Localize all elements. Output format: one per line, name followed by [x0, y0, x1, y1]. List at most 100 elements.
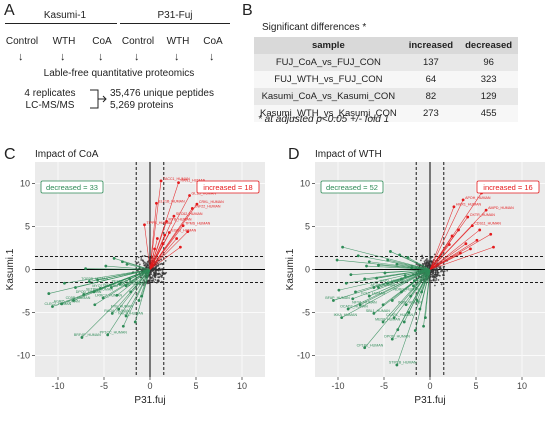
decreased-arrow: [392, 269, 431, 301]
neutral-point: [430, 279, 433, 282]
neutral-point: [161, 270, 164, 272]
decreased-point-label: SETBP_HUMAN: [86, 287, 113, 291]
decreased-point: [389, 250, 392, 253]
decreased-point-label: AFTN_HUMAN: [370, 283, 395, 287]
decreased-point-label: CKAP1_HUMAN: [386, 313, 413, 317]
decreased-arrow: [122, 261, 151, 270]
decreased-point: [415, 299, 419, 302]
neutral-point: [434, 268, 437, 271]
decreased-arrow: [123, 269, 151, 327]
decreased-point: [375, 276, 379, 280]
x-tick-label: 5: [193, 381, 198, 391]
decreased-point: [104, 264, 108, 268]
increased-point: [165, 219, 168, 223]
y-tick-label: 5: [305, 222, 310, 232]
neutral-point: [432, 279, 435, 282]
neutral-point: [426, 259, 429, 262]
increased-arrow: [149, 180, 162, 270]
decreased-point-label: RAGA_HUMAN: [104, 309, 130, 313]
neutral-point: [431, 275, 434, 278]
decreased-point-label: NFYA_HUMAN: [352, 300, 377, 304]
decreased-arrow: [134, 269, 151, 323]
decreased-point-label: PP1CC_HUMAN: [100, 330, 128, 334]
increased-point-label: GL1B_HUMAN: [192, 192, 217, 196]
decreased-point: [117, 307, 121, 311]
increased-point-label: MYB_HUMAN: [169, 217, 192, 221]
increased-point: [447, 243, 451, 246]
decreased-point: [121, 260, 124, 264]
neutral-point: [143, 254, 146, 257]
decreased-arrow: [416, 269, 431, 301]
decreased-point-label: FOXP1_HUMAN: [103, 283, 130, 287]
decreased-point: [377, 263, 380, 267]
neutral-point: [151, 276, 154, 279]
y-tick-label: 10: [20, 179, 30, 189]
neutral-point: [155, 269, 158, 272]
neutral-point: [153, 281, 156, 283]
neutral-point: [141, 259, 144, 262]
neutral-point: [429, 257, 432, 260]
decreased-point: [377, 286, 380, 289]
decreased-point: [335, 258, 339, 262]
neutral-point: [438, 267, 441, 270]
decreased-point-label: BRF4P_HUMAN: [74, 333, 101, 337]
decreased-point-label: MYO7_HUMAN: [92, 284, 118, 288]
decreased-point: [346, 307, 350, 311]
neutral-point: [157, 279, 159, 282]
neutral-point: [434, 273, 436, 276]
neutral-point: [431, 274, 434, 276]
decreased-count-box: [320, 180, 384, 194]
x-axis-label: P31.fuj: [134, 395, 165, 406]
decreased-point: [115, 293, 119, 297]
decreased-point: [124, 314, 128, 318]
decreased-point: [400, 277, 403, 281]
decreased-point: [367, 260, 371, 264]
decreased-point-label: LRRC7_HUMAN: [95, 293, 122, 297]
decreased-point-label: DPOD_HUMAN: [384, 335, 410, 339]
decreased-arrow: [387, 259, 431, 270]
sample-cell: Kasumi_CoA_vs_Kasumi_CON: [254, 88, 403, 105]
neutral-point: [423, 260, 426, 263]
neutral-point: [165, 271, 168, 274]
neutral-point: [153, 271, 156, 274]
y-tick-label: 10: [300, 179, 310, 189]
neutral-point: [155, 273, 158, 276]
neutral-point: [146, 265, 148, 268]
decreased-arrow: [425, 269, 431, 318]
increased-point: [190, 207, 194, 210]
neutral-point: [161, 276, 163, 279]
decreased-point-label: CP1B1_HUMAN: [357, 343, 384, 347]
increased-point-label: ZNF22_HUMAN: [194, 204, 221, 208]
decreased-point-label: IKKA_HUMAN: [334, 313, 358, 317]
increased-arrow: [429, 240, 478, 270]
increased-arrow: [429, 206, 455, 270]
decreased-point: [47, 292, 51, 295]
increased-point: [458, 251, 462, 255]
increased-point: [188, 194, 191, 197]
increased-point: [161, 242, 165, 246]
decreased-point-label: CD5B_HUMAN: [66, 296, 91, 300]
increased-point-label: SEC62_HUMAN: [176, 212, 203, 216]
increased-point: [450, 234, 454, 238]
decreased-point-label: MED8_HUMAN: [375, 317, 401, 321]
increased-count-box: [476, 180, 540, 194]
increased-cell: 137: [402, 54, 460, 71]
neutral-point: [150, 271, 152, 274]
decreased-point: [392, 316, 396, 320]
x-tick-label: 5: [473, 381, 478, 391]
neutral-point: [147, 279, 150, 282]
decreased-point: [129, 290, 133, 294]
neutral-point: [425, 259, 427, 262]
decreased-point-label: OCAD2_HUMAN: [340, 305, 368, 309]
sample-cell: FUJ_CoA_vs_FUJ_CON: [254, 54, 403, 71]
neutral-point: [426, 265, 429, 267]
decreased-arrow: [414, 269, 431, 281]
x-tick-label: -10: [51, 381, 64, 391]
decreased-arrow: [376, 269, 431, 279]
group-underline-kasumi: [5, 23, 117, 24]
decreased-cell: 323: [459, 71, 519, 88]
decreased-point: [101, 296, 105, 300]
decreased-point: [341, 245, 344, 249]
decreased-arrow: [116, 269, 151, 296]
